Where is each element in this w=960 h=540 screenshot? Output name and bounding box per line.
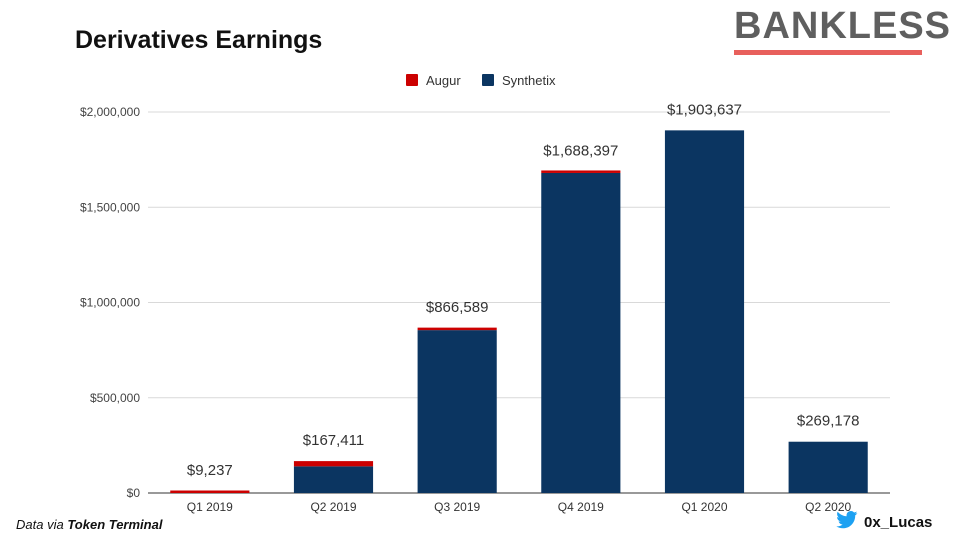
data-label: $167,411 — [303, 432, 364, 449]
source-name: Token Terminal — [67, 517, 163, 532]
data-labels: $9,237 $167,411 $866,589 $1,688,397 $1,903,6… — [187, 101, 860, 479]
legend-label-augur: Augur — [426, 73, 461, 88]
brand-underline — [734, 50, 922, 55]
bar-augur — [293, 461, 374, 467]
bar-synthetix — [293, 466, 374, 493]
data-label: $269,178 — [797, 413, 860, 430]
author-handle-text: 0x_Lucas — [864, 514, 933, 531]
x-tick-label: Q4 2019 — [558, 500, 604, 514]
data-label: $1,688,397 — [543, 142, 618, 159]
legend-swatch-augur — [406, 74, 418, 86]
x-axis-labels: Q1 2019 Q2 2019 Q3 2019 Q4 2019 Q1 2020 Q2 20… — [187, 500, 852, 514]
y-tick-label: $1,000,000 — [80, 296, 140, 310]
bar-synthetix — [664, 130, 745, 493]
x-tick-label: Q1 2020 — [681, 500, 727, 514]
bars — [170, 130, 868, 493]
y-tick-label: $500,000 — [90, 391, 140, 405]
chart-title: Derivatives Earnings — [75, 26, 323, 54]
twitter-bird-icon — [836, 511, 858, 534]
x-tick-label: Q2 2020 — [805, 500, 851, 514]
x-tick-label: Q2 2019 — [310, 500, 356, 514]
legend-swatch-synthetix — [482, 74, 494, 86]
y-tick-label: $0 — [127, 486, 141, 500]
bar-augur — [417, 327, 497, 331]
brand-name: BANKLESS — [734, 5, 952, 47]
data-label: $866,589 — [426, 299, 489, 316]
y-axis-ticks: $0 $500,000 $1,000,000 $1,500,000 $2,000,000 — [80, 105, 140, 500]
y-tick-label: $1,500,000 — [80, 200, 140, 214]
source-prefix: Data via — [16, 517, 64, 532]
data-label: $9,237 — [187, 462, 233, 479]
author-handle: 0x_Lucas — [836, 511, 932, 534]
legend: Augur Synthetix — [406, 73, 556, 88]
x-tick-label: Q1 2019 — [187, 500, 233, 514]
data-label: $1,903,637 — [667, 101, 742, 118]
gridlines — [148, 111, 890, 494]
x-tick-label: Q3 2019 — [434, 500, 480, 514]
legend-label-synthetix: Synthetix — [502, 73, 556, 88]
bar-augur — [541, 170, 621, 173]
data-source-note: Data via Token Terminal — [16, 517, 162, 532]
bar-synthetix — [417, 330, 497, 493]
y-tick-label: $2,000,000 — [80, 105, 140, 119]
brand-logo: BANKLESS — [734, 4, 952, 55]
bar-synthetix — [541, 172, 621, 493]
bar-augur — [170, 490, 250, 493]
bar-synthetix — [788, 441, 868, 493]
